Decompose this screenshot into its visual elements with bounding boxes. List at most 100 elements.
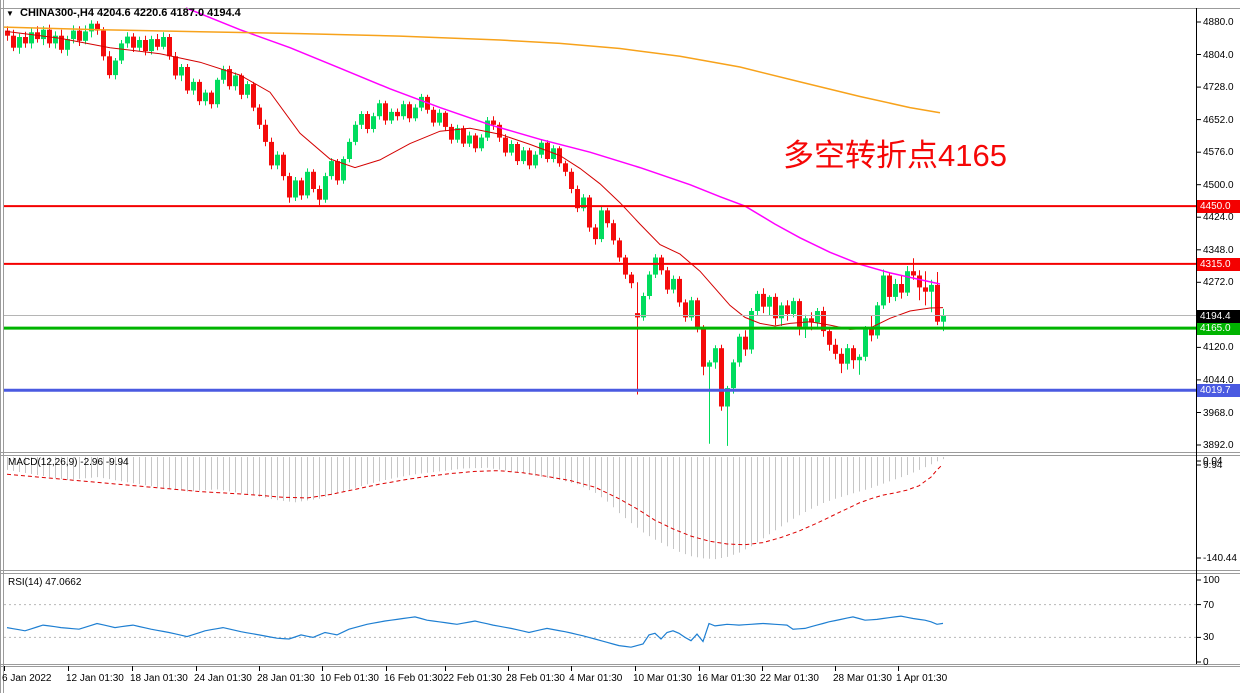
candle-body xyxy=(599,210,604,240)
candle-body xyxy=(485,120,490,138)
candle-body xyxy=(317,189,322,200)
candle-body xyxy=(179,67,184,76)
candle-body xyxy=(107,56,112,76)
candle-body xyxy=(725,388,730,407)
candle-body xyxy=(251,84,256,108)
candle-body xyxy=(797,301,802,327)
candle-body xyxy=(509,144,514,153)
candle-body xyxy=(587,197,592,228)
candle-body xyxy=(395,111,400,117)
candle-body xyxy=(437,112,442,123)
candle-body xyxy=(185,67,190,91)
candle-body xyxy=(173,56,178,76)
candle-body xyxy=(767,296,772,307)
candle-body xyxy=(233,75,238,87)
candle-body xyxy=(215,79,220,105)
chart-title: CHINA300-,H4 4204.6 4220.6 4187.0 4194.4 xyxy=(20,7,241,19)
candle-body xyxy=(329,161,334,177)
candle-body xyxy=(479,137,484,149)
candle-body xyxy=(821,311,826,332)
candle-body xyxy=(209,92,214,105)
candle-body xyxy=(431,109,436,123)
candle-body xyxy=(671,278,676,290)
candle-body xyxy=(203,92,208,102)
candle-body xyxy=(503,137,508,153)
candle-body xyxy=(305,171,310,196)
candle-body xyxy=(419,96,424,108)
candle-body xyxy=(881,275,886,306)
candle-body xyxy=(287,176,292,198)
candle-body xyxy=(857,356,862,361)
candle-body xyxy=(749,311,754,350)
candle-body xyxy=(677,278,682,303)
candle-body xyxy=(221,69,226,80)
candle-body xyxy=(653,257,658,275)
candle-body xyxy=(347,141,352,159)
candle-body xyxy=(605,210,610,224)
symbol-dropdown-icon[interactable]: ▼ xyxy=(6,9,14,18)
candle-body xyxy=(71,30,76,40)
candle-body xyxy=(743,336,748,350)
candle-body xyxy=(161,37,166,47)
candle-body xyxy=(53,35,58,44)
candle-body xyxy=(389,111,394,121)
candle-body xyxy=(689,300,694,318)
candle-body xyxy=(131,36,136,48)
candle-body xyxy=(683,302,688,318)
candle-body xyxy=(761,293,766,307)
candle-body xyxy=(5,30,10,36)
candle-body xyxy=(59,35,64,50)
candle-body xyxy=(371,116,376,129)
candle-body xyxy=(665,270,670,290)
candle-body xyxy=(863,329,868,357)
candle-body xyxy=(917,275,922,288)
candle-body xyxy=(827,331,832,345)
candle-body xyxy=(239,75,244,95)
slow-ma-line xyxy=(3,26,941,114)
candle-body xyxy=(473,135,478,149)
candle-body xyxy=(227,69,232,87)
candle-body xyxy=(641,296,646,318)
candle-body xyxy=(113,60,118,76)
candle-body xyxy=(893,284,898,297)
candle-body xyxy=(461,128,466,144)
candle-body xyxy=(383,103,388,121)
candle-body xyxy=(929,284,934,292)
mid-ma-line xyxy=(185,7,941,285)
candle-body xyxy=(875,305,880,336)
candle-body xyxy=(311,171,316,189)
candle-body xyxy=(869,329,874,336)
candle-body xyxy=(341,159,346,181)
candle-body xyxy=(533,154,538,166)
candle-body xyxy=(713,348,718,363)
candle-body xyxy=(323,176,328,200)
candle-body xyxy=(737,336,742,363)
candle-body xyxy=(167,37,172,57)
candle-body xyxy=(911,271,916,276)
candle-body xyxy=(95,23,100,31)
candle-body xyxy=(527,150,532,166)
candle-body xyxy=(785,305,790,314)
candle-body xyxy=(293,180,298,198)
candle-body xyxy=(809,318,814,323)
candle-body xyxy=(611,223,616,241)
candle-body xyxy=(773,296,778,319)
candle-body xyxy=(779,305,784,319)
candle-body xyxy=(449,126,454,140)
annotation-text: 多空转折点4165 xyxy=(783,138,1007,173)
candle-body xyxy=(935,284,940,322)
candle-body xyxy=(701,328,706,367)
candle-body xyxy=(77,30,82,41)
candle-body xyxy=(89,23,94,32)
candle-body xyxy=(353,124,358,142)
candle-body xyxy=(707,362,712,367)
candle-body xyxy=(851,348,856,361)
candle-body xyxy=(941,315,946,322)
candle-body xyxy=(497,124,502,138)
candle-body xyxy=(617,240,622,258)
candle-body xyxy=(905,271,910,293)
candle-body xyxy=(125,36,130,44)
candle-body xyxy=(335,161,340,181)
candle-body xyxy=(359,114,364,125)
